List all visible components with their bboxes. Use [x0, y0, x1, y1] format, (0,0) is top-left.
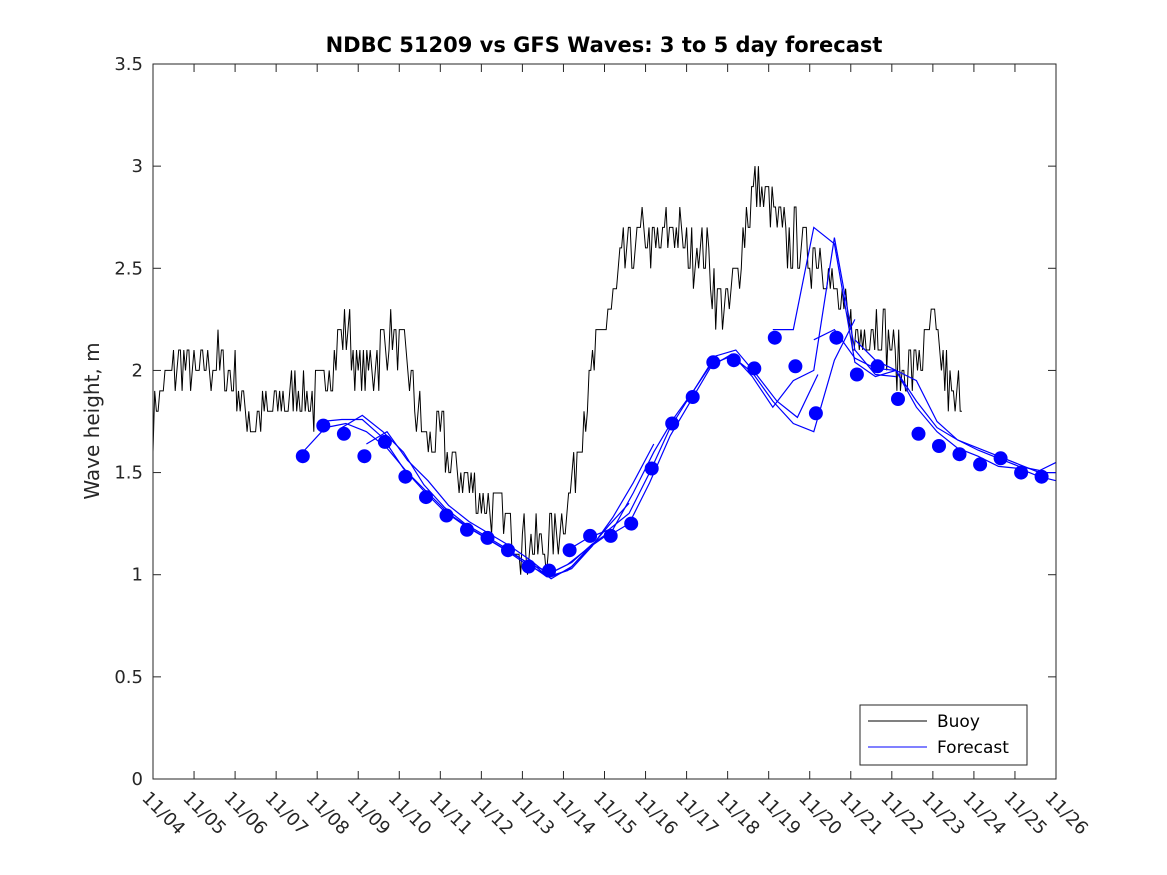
y-tick-label: 0: [132, 769, 143, 790]
y-axis-label: Wave height, m: [80, 342, 104, 499]
forecast-dot: [439, 508, 454, 523]
y-tick-label: 3: [132, 156, 143, 177]
forecast-run-line: [813, 328, 1056, 474]
forecast-run-line: [772, 226, 1057, 482]
forecast-dot: [788, 359, 803, 374]
y-tick-label: 0.5: [114, 667, 143, 688]
legend: Buoy Forecast: [859, 704, 1028, 766]
forecast-dot: [1034, 469, 1049, 484]
forecast-dot: [398, 469, 413, 484]
forecast-dot: [336, 426, 351, 441]
forecast-dot: [377, 434, 392, 449]
legend-buoy-label: Buoy: [937, 712, 980, 732]
forecast-dot: [644, 461, 659, 476]
forecast-dot: [911, 426, 926, 441]
forecast-dot: [562, 543, 577, 558]
y-tick-label: 3.5: [114, 54, 143, 75]
forecast-dot: [932, 439, 946, 453]
forecast-dot: [726, 353, 741, 368]
forecast-dot: [583, 528, 598, 543]
forecast-dot: [808, 406, 823, 421]
forecast-dot: [624, 516, 639, 531]
forecast-dot: [460, 522, 474, 537]
legend-forecast-label: Forecast: [937, 738, 1009, 758]
plot-frame: [152, 63, 1057, 780]
forecast-dot: [501, 543, 515, 558]
forecast-dot: [993, 451, 1008, 466]
forecast-dot: [665, 416, 680, 431]
y-tick-label: 2: [132, 360, 143, 381]
plot-area: [153, 64, 1056, 779]
forecast-dot: [480, 530, 495, 545]
chart-title: NDBC 51209 vs GFS Waves: 3 to 5 day fore…: [326, 33, 883, 57]
axis-ticks: [152, 63, 1057, 780]
y-tick-label: 2.5: [114, 258, 143, 279]
forecast-dot: [316, 418, 331, 433]
forecast-dot: [685, 390, 700, 404]
forecast-dot: [603, 528, 618, 543]
forecast-dot: [419, 490, 433, 505]
forecast-dot: [829, 330, 844, 345]
forecast-dot: [891, 392, 905, 406]
y-tick-labels: 0 0.5 1 1.5 2 2.5 3 3.5: [114, 54, 143, 790]
forecast-dot: [357, 449, 372, 464]
forecast-dot: [849, 367, 864, 382]
forecast-dot: [973, 457, 988, 472]
legend-box: [859, 704, 1028, 766]
forecast-dot: [747, 361, 762, 376]
y-tick-label: 1: [132, 565, 143, 586]
forecast-dot: [521, 559, 536, 574]
y-tick-label: 1.5: [114, 463, 143, 484]
forecast-dot: [542, 563, 557, 578]
forecast-dot: [295, 449, 310, 464]
forecast-dot: [952, 447, 967, 462]
forecast-dots: [295, 330, 1049, 578]
forecast-dot: [706, 355, 721, 370]
forecast-dot: [1014, 465, 1029, 480]
forecast-dot: [767, 330, 782, 345]
forecast-dot: [870, 359, 885, 374]
